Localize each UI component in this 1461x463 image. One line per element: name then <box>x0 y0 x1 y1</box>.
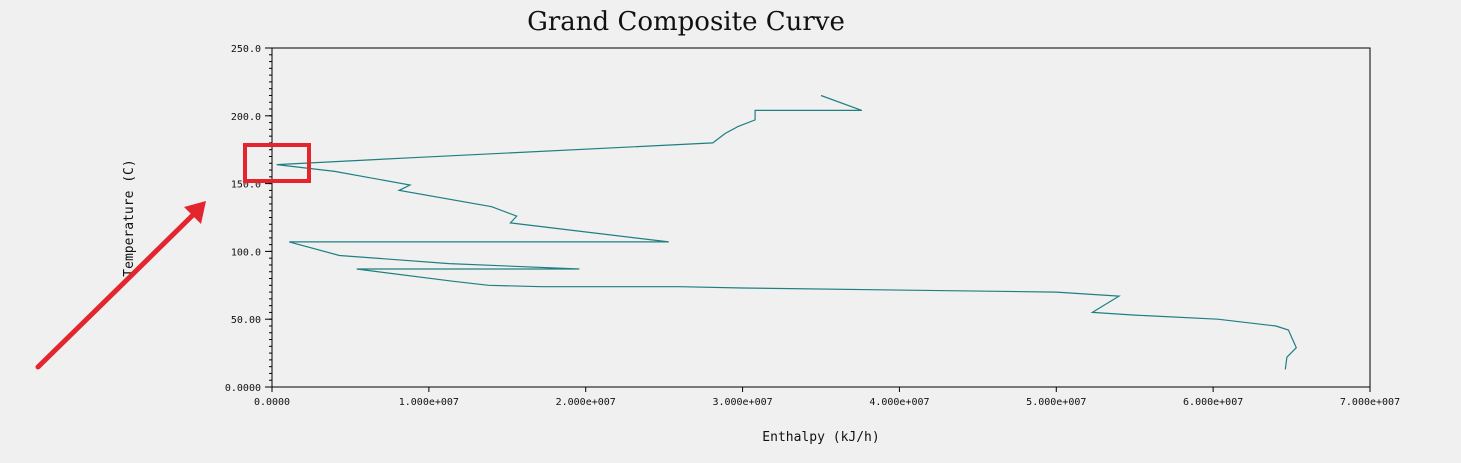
x-tick-label: 2.000e+007 <box>556 397 616 408</box>
x-tick-label: 0.0000 <box>254 397 290 408</box>
y-axis: 0.0000 50.00 100.0 150.0 200.0 250.0 <box>225 44 272 394</box>
y-tick-label: 0.0000 <box>225 383 261 394</box>
x-tick-label: 1.000e+007 <box>399 397 459 408</box>
x-tick-label: 7.000e+007 <box>1340 397 1400 408</box>
y-tick-label: 50.00 <box>231 315 261 326</box>
highlight-box <box>243 143 311 183</box>
y-minor-ticks <box>269 47 272 388</box>
y-tick-label: 100.0 <box>231 247 261 258</box>
chart-title: Grand Composite Curve <box>527 7 845 37</box>
x-axis: 0.0000 1.000e+007 2.000e+007 3.000e+007 4.00… <box>254 387 1400 408</box>
annotation-arrowhead <box>184 201 206 224</box>
x-tick-label: 5.000e+007 <box>1026 397 1086 408</box>
annotation-arrow <box>35 209 199 370</box>
x-tick-label: 3.000e+007 <box>712 397 772 408</box>
x-tick-label: 6.000e+007 <box>1183 397 1243 408</box>
y-tick-label: 150.0 <box>231 180 261 191</box>
y-tick-label: 250.0 <box>231 44 261 55</box>
x-axis-label: Enthalpy (kJ/h) <box>762 430 879 445</box>
gcc-series-line <box>276 94 1298 370</box>
x-tick-label: 4.000e+007 <box>869 397 929 408</box>
plot-area <box>271 47 1371 388</box>
y-tick-label: 200.0 <box>231 112 261 123</box>
y-axis-label: Temperature (C) <box>122 159 137 276</box>
